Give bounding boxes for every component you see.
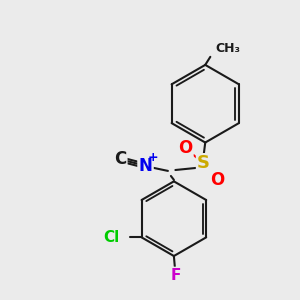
Text: O: O bbox=[178, 139, 192, 157]
Text: N: N bbox=[139, 157, 152, 175]
Text: CH₃: CH₃ bbox=[216, 42, 241, 55]
Text: O: O bbox=[210, 171, 224, 189]
Text: Cl: Cl bbox=[103, 230, 119, 245]
Text: F: F bbox=[170, 268, 181, 283]
Text: C: C bbox=[114, 150, 126, 168]
Text: +: + bbox=[148, 151, 158, 164]
Text: S: S bbox=[197, 154, 210, 172]
